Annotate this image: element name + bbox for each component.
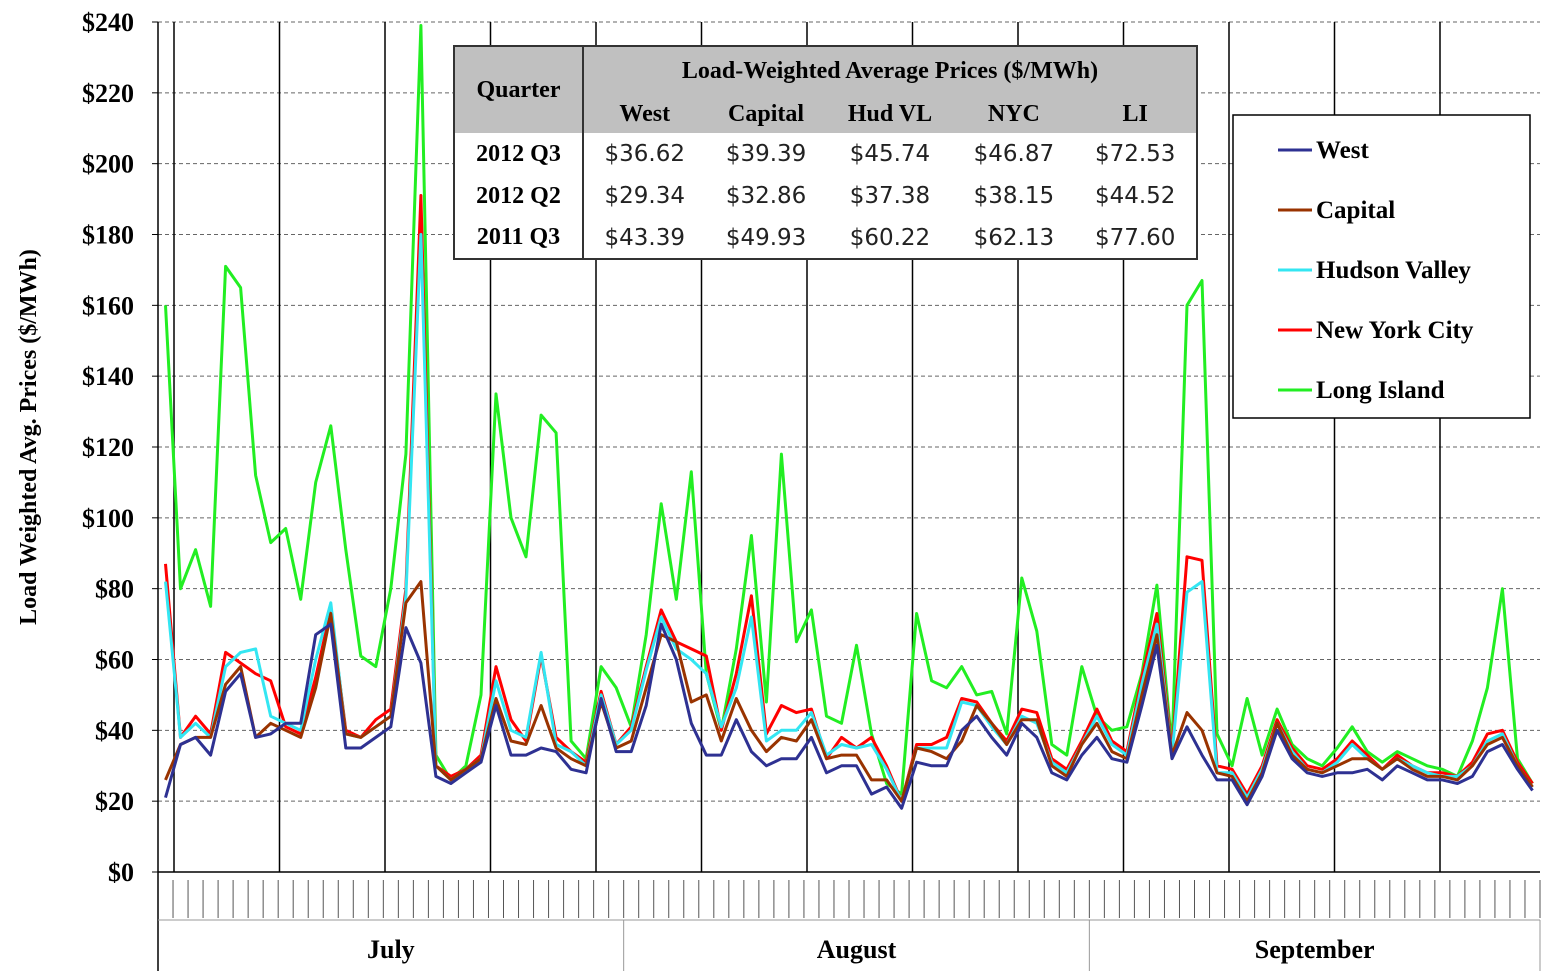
table-column-header: West — [583, 96, 706, 133]
y-tick-label: $0 — [108, 858, 134, 887]
legend-label: Long Island — [1316, 377, 1445, 404]
month-label: September — [1255, 935, 1375, 964]
y-tick-label: $180 — [82, 221, 134, 250]
y-tick-label: $220 — [82, 79, 134, 108]
table-column-header: Hud VL — [826, 96, 954, 133]
series-line — [164, 622, 1534, 810]
table-cell: $29.34 — [604, 183, 685, 209]
table-cell: $36.62 — [604, 141, 685, 167]
table-cell: $39.39 — [725, 141, 807, 167]
y-tick-label: $100 — [82, 504, 134, 533]
table-row-header: 2012 Q3 — [454, 133, 584, 175]
table-cell: $49.93 — [725, 224, 807, 251]
series-line — [164, 580, 1534, 803]
month-label: August — [817, 935, 897, 964]
table-header: Load-Weighted Average Prices ($/MWh) — [583, 46, 1197, 96]
table-column-header: NYC — [953, 96, 1075, 133]
y-tick-label: $200 — [82, 150, 134, 179]
y-tick-label: $240 — [82, 8, 134, 37]
table-cell: $60.22 — [849, 224, 931, 251]
table-cell: $72.53 — [1094, 141, 1176, 167]
legend-label: Capital — [1316, 197, 1395, 224]
table-cell: $62.13 — [973, 224, 1055, 251]
table-cell: $45.74 — [849, 141, 931, 167]
table-row-header: 2012 Q2 — [454, 175, 584, 217]
y-tick-label: $40 — [95, 716, 134, 745]
y-axis-title: Load Weighted Avg. Prices ($/MWh) — [16, 249, 42, 625]
y-tick-label: $120 — [82, 433, 134, 462]
legend-label: West — [1316, 137, 1369, 164]
table-row: 2011 Q3 $43.39 $49.93 $60.22 $62.13 $77.60 — [454, 217, 1197, 259]
table-row: 2012 Q3 $36.62 $39.39 $45.74 $46.87 $72.53 — [454, 133, 1197, 175]
table-column-header: Capital — [705, 96, 827, 133]
table-cell: $43.39 — [604, 224, 685, 251]
table-column-header: LI — [1074, 96, 1197, 133]
legend-label: New York City — [1316, 317, 1474, 344]
series-line — [164, 24, 1534, 796]
y-tick-label: $60 — [95, 646, 134, 675]
table-row: 2012 Q2 $29.34 $32.86 $37.38 $38.15 $44.52 — [454, 175, 1197, 217]
table-cell: $44.52 — [1094, 183, 1176, 209]
table-cell: $46.87 — [973, 141, 1055, 167]
table-cell: $38.15 — [973, 183, 1055, 209]
table-cell: $77.60 — [1094, 224, 1176, 251]
y-tick-label: $160 — [82, 291, 134, 320]
summary-table: Quarter Load-Weighted Average Prices ($/… — [453, 45, 1198, 260]
y-tick-label: $80 — [95, 575, 134, 604]
table-cell: $32.86 — [725, 183, 807, 209]
table-row-header: 2011 Q3 — [454, 217, 584, 259]
legend-box — [1232, 114, 1531, 419]
table-header: Quarter — [454, 46, 584, 133]
table-header-row: West Capital Hud VL NYC LI — [454, 96, 1197, 133]
month-label: July — [367, 935, 415, 964]
y-tick-label: $20 — [95, 787, 134, 816]
table-cell: $37.38 — [849, 183, 931, 209]
legend-label: Hudson Valley — [1316, 257, 1471, 284]
y-tick-label: $140 — [82, 362, 134, 391]
